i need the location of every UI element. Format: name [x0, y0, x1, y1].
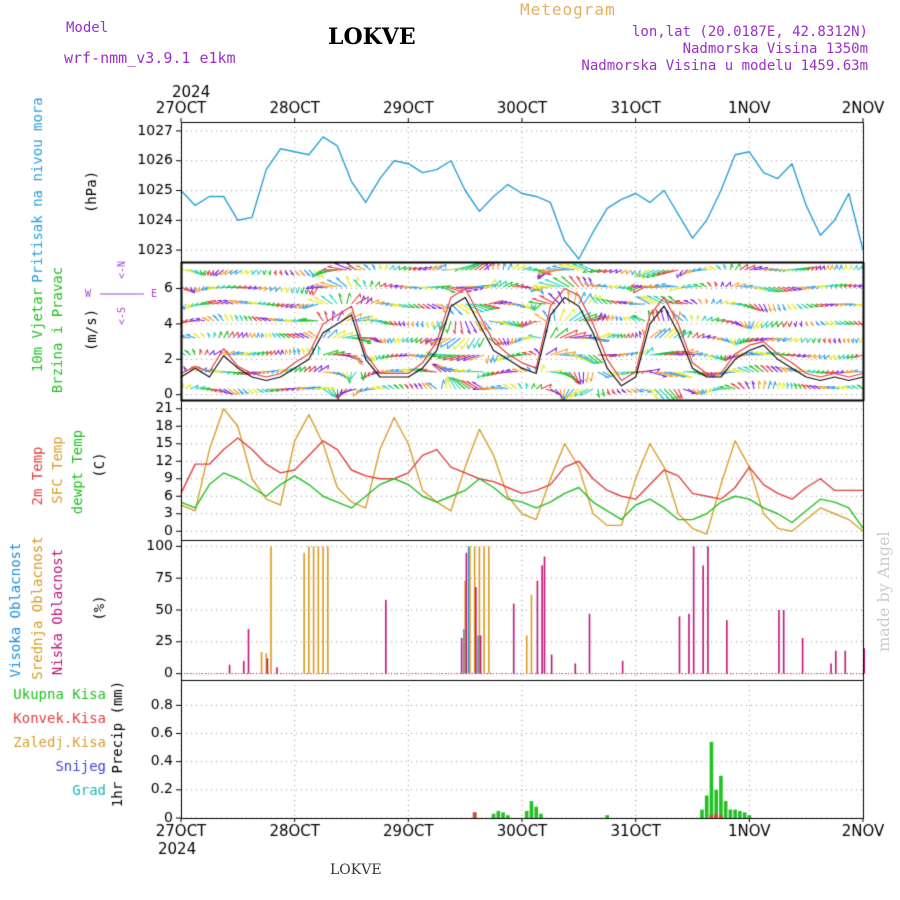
page-title: LOKVE — [328, 24, 416, 50]
meteogram-label: Meteogram — [520, 0, 616, 19]
footer-station: LOKVE — [330, 862, 382, 878]
author-credit: made by Angel — [874, 531, 893, 652]
model-elevation: Nadmorska Visina u modelu 1459.63m — [581, 58, 868, 74]
model-label: Model — [66, 20, 109, 36]
station-elevation: Nadmorska Visina 1350m — [682, 41, 868, 57]
model-name: wrf-nmm_v3.9.1 e1km — [64, 49, 236, 67]
location-coordinates: lon,lat (20.0187E, 42.8312N) — [631, 24, 868, 40]
